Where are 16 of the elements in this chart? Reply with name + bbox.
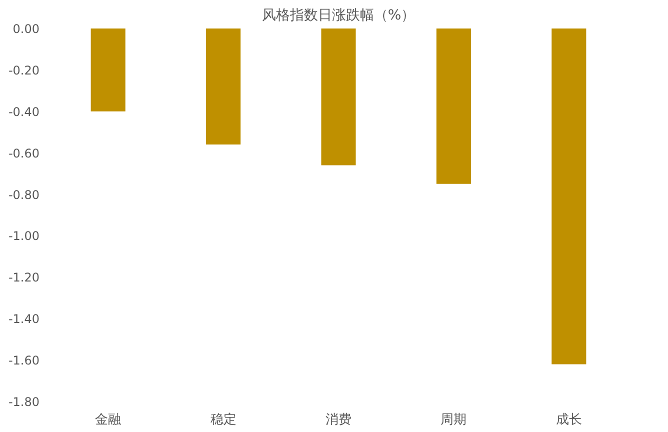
y-tick-label: -0.60 — [8, 146, 40, 160]
x-tick-label: 成长 — [556, 412, 582, 428]
chart-title: 风格指数日涨跌幅（%） — [262, 8, 416, 24]
x-tick-label: 周期 — [440, 412, 467, 428]
y-tick-label: -1.20 — [8, 270, 40, 285]
x-tick-label: 消费 — [326, 412, 352, 428]
y-tick-label: -1.60 — [8, 354, 40, 368]
x-tick-label: 金融 — [95, 412, 122, 428]
y-tick-label: -0.20 — [8, 63, 40, 78]
y-tick-label: -1.80 — [8, 395, 40, 409]
x-tick-label: 稳定 — [210, 412, 236, 428]
y-tick-label: -1.40 — [8, 312, 40, 326]
y-tick-label: -0.40 — [8, 104, 40, 119]
y-tick-label: -1.00 — [8, 229, 40, 244]
y-tick-label: -0.80 — [8, 188, 40, 202]
y-tick-label: 0.00 — [12, 22, 40, 36]
